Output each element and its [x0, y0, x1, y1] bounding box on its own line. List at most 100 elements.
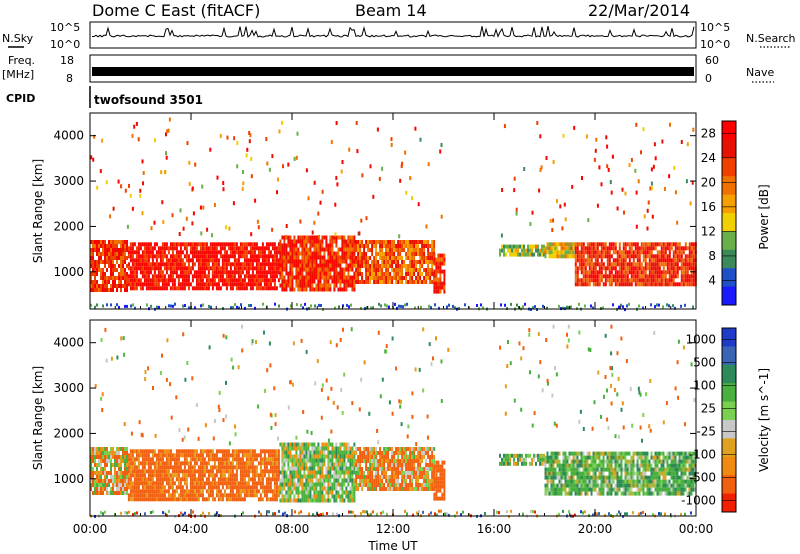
data-cell	[143, 457, 146, 462]
data-cell	[237, 453, 240, 458]
data-cell	[383, 272, 386, 276]
data-cell	[385, 264, 388, 268]
data-cell	[397, 280, 400, 284]
data-cell	[325, 486, 328, 491]
data-cell	[249, 493, 252, 498]
data-cell	[287, 478, 290, 483]
data-cell	[433, 244, 436, 248]
data-cell	[612, 274, 615, 279]
data-cell	[305, 235, 308, 240]
data-cell	[213, 258, 216, 263]
nsearch-tick-top: 10^5	[700, 21, 730, 34]
data-cell	[200, 231, 203, 236]
data-cell	[325, 239, 328, 244]
data-cell	[317, 243, 320, 248]
data-cell	[289, 251, 292, 256]
data-cell	[391, 276, 394, 280]
data-cell	[299, 283, 302, 288]
data-cell	[439, 257, 442, 262]
data-cell	[309, 235, 312, 240]
data-cell	[616, 274, 619, 279]
data-cell	[598, 270, 601, 275]
data-cell	[393, 475, 396, 479]
data-cell	[373, 479, 376, 483]
data-cell	[331, 235, 334, 240]
data-cell	[173, 461, 176, 466]
data-cell	[439, 285, 442, 290]
data-cell	[191, 449, 194, 454]
data-cell	[682, 282, 685, 287]
data-cell	[403, 479, 406, 483]
data-cell	[137, 250, 140, 255]
data-cell	[576, 242, 579, 247]
data-cell	[357, 467, 360, 471]
data-cell	[195, 274, 198, 279]
data-cell	[193, 493, 196, 498]
y-tick-label: 1000	[53, 265, 84, 279]
data-cell	[315, 482, 318, 487]
data-cell	[323, 486, 326, 491]
data-cell	[437, 269, 440, 274]
data-cell	[112, 268, 114, 272]
data-cell	[275, 274, 278, 279]
data-cell	[407, 256, 410, 260]
data-cell	[122, 264, 124, 268]
data-cell	[307, 470, 310, 475]
data-cell	[341, 235, 344, 240]
data-cell	[139, 286, 142, 291]
data-cell	[96, 455, 98, 459]
data-cell	[153, 497, 156, 502]
data-cell	[425, 272, 428, 276]
data-cell	[642, 278, 645, 283]
data-cell	[275, 489, 278, 494]
data-cell	[209, 481, 212, 486]
data-cell	[283, 470, 286, 475]
data-cell	[223, 270, 226, 275]
data-cell	[213, 254, 216, 259]
data-cell	[303, 458, 306, 463]
data-cell	[237, 278, 240, 283]
data-cell	[203, 274, 206, 279]
data-cell	[231, 481, 234, 486]
data-cell	[275, 457, 278, 462]
data-cell	[139, 270, 142, 275]
data-cell	[321, 450, 324, 455]
data-cell	[670, 278, 673, 283]
data-cell	[213, 242, 216, 247]
data-cell	[381, 479, 384, 483]
data-cell	[159, 246, 162, 251]
data-cell	[634, 254, 637, 259]
data-cell	[359, 272, 362, 276]
data-cell	[231, 282, 234, 287]
data-cell	[329, 498, 332, 503]
data-cell	[179, 477, 182, 482]
data-cell	[251, 242, 254, 247]
data-cell	[100, 491, 102, 495]
data-cell	[335, 474, 338, 479]
data-cell	[249, 246, 252, 251]
data-cell	[169, 449, 172, 454]
data-cell	[173, 278, 176, 283]
data-cell	[309, 462, 312, 467]
data-cell	[345, 490, 348, 495]
data-cell	[153, 266, 156, 271]
data-cell	[430, 306, 432, 310]
data-cell	[668, 282, 671, 287]
data-cell	[177, 477, 180, 482]
power-y-label: Slant Range [km]	[31, 159, 45, 263]
data-cell	[94, 272, 96, 276]
data-cell	[662, 278, 665, 283]
data-cell	[94, 451, 96, 455]
data-cell	[339, 454, 342, 459]
data-cell	[149, 481, 152, 486]
data-cell	[529, 248, 531, 253]
data-cell	[129, 457, 132, 462]
data-cell	[367, 455, 370, 459]
data-cell	[92, 491, 94, 495]
data-cell	[301, 474, 304, 479]
data-cell	[221, 477, 224, 482]
data-cell	[375, 459, 378, 463]
data-cell	[580, 258, 583, 263]
data-cell	[120, 284, 122, 288]
data-cell	[191, 246, 194, 251]
